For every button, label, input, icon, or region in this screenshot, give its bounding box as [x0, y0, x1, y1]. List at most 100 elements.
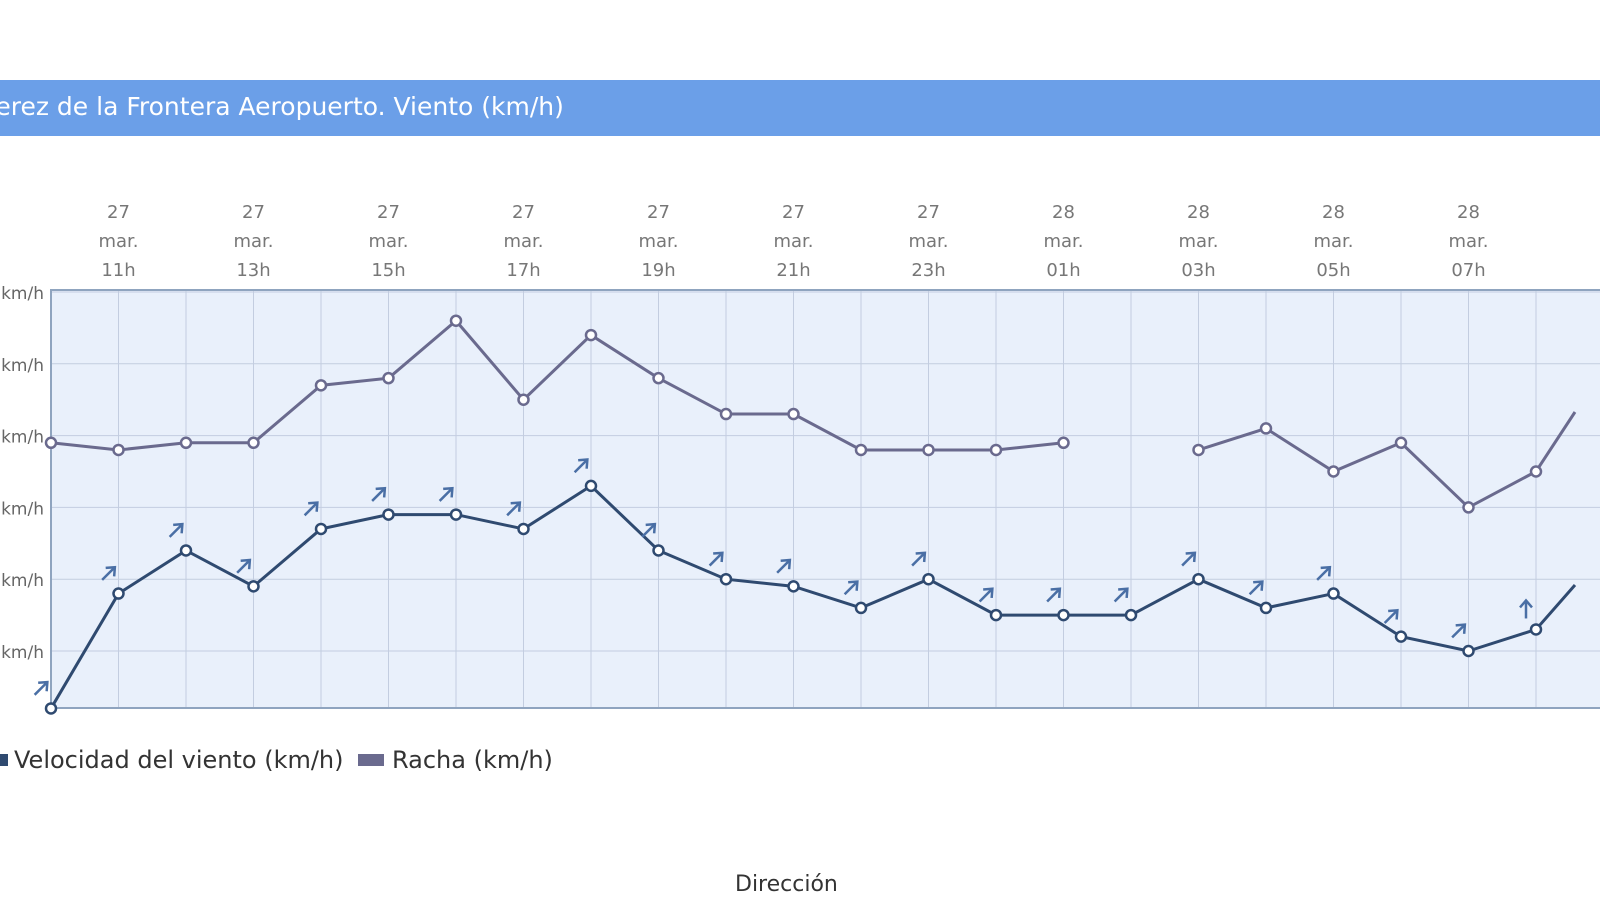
x-tick-label: mar.: [1178, 231, 1218, 252]
speed-series-point: [652, 544, 665, 557]
arrow-head: [308, 501, 319, 512]
x-tick-label: 03h: [1181, 260, 1215, 281]
arrow-head: [1185, 551, 1197, 563]
speed-series-point: [314, 522, 328, 536]
y-tick-label: km/h: [1, 499, 44, 519]
arrow-shaft: [1383, 610, 1398, 624]
speed-series-point: [1124, 608, 1138, 622]
arrow-shaft: [1046, 588, 1061, 603]
gust-series-point: [1327, 465, 1340, 478]
x-tick-label: 28: [1322, 202, 1345, 223]
y-tick-label: km/h: [1, 571, 44, 591]
x-tick-label: 28: [1457, 202, 1480, 223]
arrow-head: [375, 486, 387, 498]
arrow-head: [848, 580, 859, 591]
chart-title-bar: Jerez de la Frontera Aeropuerto. Viento …: [0, 80, 1600, 136]
speed-series-point: [584, 479, 598, 493]
x-tick-label: mar.: [503, 231, 543, 252]
x-tick-label: 27: [242, 202, 265, 223]
arrow-shaft: [911, 552, 926, 567]
wind-direction-arrow-icon: [1248, 580, 1264, 596]
speed-series-point: [989, 608, 1003, 622]
x-tick-label: 27: [917, 202, 940, 223]
x-tick-label: 05h: [1316, 260, 1350, 281]
speed-series-point: [1192, 572, 1205, 586]
wind-direction-arrow-icon: [101, 565, 117, 581]
speed-series-point: [179, 544, 193, 557]
speed-series-point: [517, 522, 530, 536]
x-tick-label: 27: [107, 202, 130, 223]
arrow-head: [443, 486, 454, 498]
wind-direction-arrow-icon: [236, 558, 252, 574]
speed-series-point: [1394, 630, 1408, 643]
x-tick-label: mar.: [1043, 231, 1083, 252]
gust-series-point: [1259, 422, 1273, 435]
arrow-shaft: [101, 567, 116, 581]
chart-title: Jerez de la Frontera Aeropuerto. Viento …: [0, 92, 564, 121]
x-tick-label: 27: [512, 202, 535, 223]
gust-series-point: [922, 443, 935, 457]
x-tick-label: mar.: [233, 231, 273, 252]
legend-gust-label[interactable]: Racha (km/h): [392, 746, 553, 774]
gust-series-point: [179, 436, 193, 450]
x-tick-label: 11h: [101, 260, 135, 281]
gust-series-point: [112, 443, 125, 457]
speed-series-point: [112, 587, 125, 600]
arrow-head: [645, 522, 657, 534]
x-tick-label: mar.: [98, 231, 138, 252]
speed-series-point: [787, 580, 800, 593]
x-tick-label: 21h: [776, 260, 810, 281]
x-tick-label: 28: [1052, 202, 1075, 223]
x-tick-label: mar.: [1448, 231, 1488, 252]
arrow-shaft: [236, 559, 251, 574]
gust-series-point: [989, 443, 1003, 457]
legend-speed-label[interactable]: Velocidad del viento (km/h): [14, 746, 344, 774]
direction-section-heading: Dirección: [735, 872, 838, 897]
arrow-head: [1388, 608, 1399, 620]
arrow-shaft: [303, 502, 318, 517]
arrow-shaft: [506, 502, 521, 517]
plot-border: [50, 289, 1600, 709]
gust-series-point: [382, 371, 395, 385]
wind-direction-arrow-icon: [573, 458, 589, 474]
speed-series-point: [1057, 608, 1070, 622]
arrow-shaft: [843, 581, 858, 596]
arrow-shaft: [1248, 581, 1263, 596]
wind-direction-arrow-icon: [776, 558, 792, 574]
wind-direction-arrow-icon: [978, 587, 994, 603]
wind-direction-arrow-icon: [1316, 565, 1332, 581]
wind-direction-arrow-icon: [1181, 551, 1197, 567]
arrow-head: [1455, 623, 1467, 634]
arrow-shaft: [776, 559, 791, 574]
x-tick-label: 15h: [371, 260, 405, 281]
arrow-head: [510, 501, 522, 512]
speed-series-point: [922, 572, 935, 586]
wind-direction-arrow-icon: [168, 522, 184, 538]
legend-speed-swatch: [0, 754, 8, 766]
speed-series-point: [854, 601, 868, 615]
arrow-shaft: [1316, 567, 1331, 581]
y-tick-label: km/h: [1, 643, 44, 663]
x-tick-label: 13h: [236, 260, 270, 281]
wind-direction-arrow-icon: [641, 522, 657, 538]
wind-direction-arrow-icon: [303, 501, 319, 517]
x-tick-label: mar.: [908, 231, 948, 252]
x-tick-label: 19h: [641, 260, 675, 281]
x-tick-label: 01h: [1046, 260, 1080, 281]
wind-direction-arrow-icon: [1113, 587, 1129, 603]
speed-series-point: [1529, 623, 1543, 636]
plot-area: [51, 290, 1600, 708]
wind-direction-arrow-icon: [911, 551, 927, 567]
gust-series-point: [1462, 501, 1475, 514]
gust-series-point: [584, 328, 598, 342]
x-tick-label: 27: [782, 202, 805, 223]
gust-series-point: [1192, 443, 1205, 457]
speed-series-point: [1462, 644, 1475, 658]
gust-series-point: [1529, 465, 1543, 478]
arrow-shaft: [573, 459, 588, 474]
wind-direction-arrow-icon: [1046, 587, 1062, 603]
arrow-head: [915, 551, 927, 563]
speed-series-point: [44, 702, 58, 715]
wind-direction-arrow-icon: [843, 580, 859, 596]
